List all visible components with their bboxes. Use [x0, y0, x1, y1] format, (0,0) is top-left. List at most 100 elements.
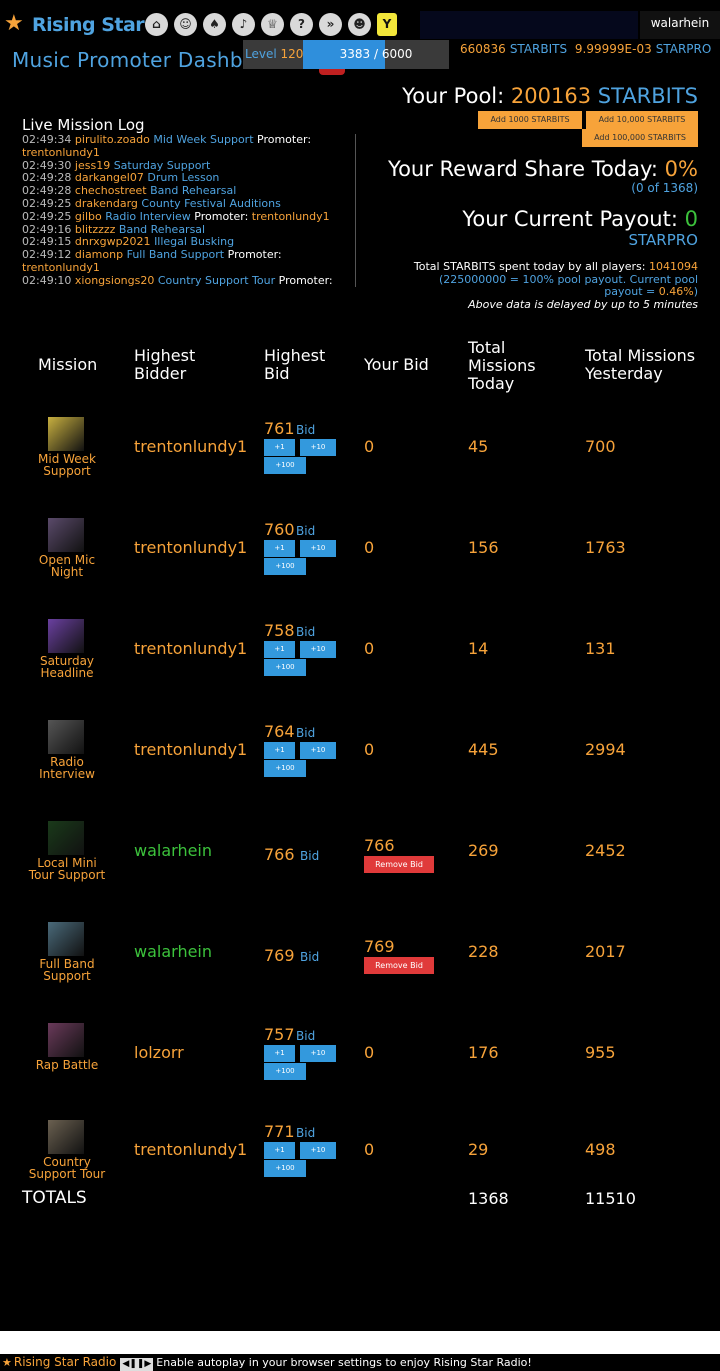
highest-bidder[interactable]: trentonlundy1 — [134, 538, 248, 557]
add-10000-starbits-button[interactable]: Add 10,000 STARBITS — [586, 111, 698, 129]
cards-icon[interactable]: ♠ — [203, 13, 226, 36]
table-row: Mid Week Support trentonlundy1 761 Bid +1 +10 +… — [0, 411, 720, 511]
starpro-label: STARPRO — [655, 42, 712, 56]
reward-share: Your Reward Share Today: 0% (0 of 1368) — [388, 157, 698, 195]
log-entry: 02:49:15 dnrxgwp2021 Illegal Busking — [22, 235, 351, 249]
bid-plus-1-button[interactable]: +1 — [264, 641, 295, 658]
bid-plus-100-button[interactable]: +100 — [264, 1160, 306, 1177]
bid-plus-10-button[interactable]: +10 — [300, 1045, 336, 1062]
remove-bid-button[interactable]: Remove Bid — [364, 856, 434, 873]
bid-plus-100-button[interactable]: +100 — [264, 1063, 306, 1080]
bid-link[interactable]: Bid — [296, 524, 316, 538]
bid-link[interactable]: Bid — [300, 950, 320, 964]
bid-plus-10-button[interactable]: +10 — [300, 1142, 336, 1159]
log-mission: Saturday Support — [113, 158, 211, 172]
radio-name[interactable]: Rising Star Radio — [13, 1355, 117, 1369]
mission-image[interactable] — [48, 821, 84, 855]
your-bid-value: 0 — [364, 437, 375, 456]
highest-bidder[interactable]: lolzorr — [134, 1043, 184, 1062]
delay-note: Above data is delayed by up to 5 minutes — [468, 297, 698, 311]
bid-plus-10-button[interactable]: +10 — [300, 540, 336, 557]
bid-plus-100-button[interactable]: +100 — [264, 457, 306, 474]
highest-bidder[interactable]: walarhein — [134, 841, 213, 860]
mission-name-line: Local Mini — [37, 856, 97, 870]
highest-bidder[interactable]: walarhein — [134, 942, 213, 961]
bid-plus-10-button[interactable]: +10 — [300, 742, 336, 759]
home-icon[interactable]: ⌂ — [145, 13, 168, 36]
table-row: Country Support Tour trentonlundy1 771 Bid +1… — [0, 1114, 720, 1214]
mission-name[interactable]: Mid Week Support — [22, 453, 112, 477]
mission-image[interactable] — [48, 1023, 84, 1057]
log-time: 02:49:30 — [22, 158, 72, 172]
total-missions-yesterday: 2452 — [585, 841, 626, 860]
bid-plus-100-button[interactable]: +100 — [264, 760, 306, 777]
log-time: 02:49:25 — [22, 209, 72, 223]
mission-image[interactable] — [48, 922, 84, 956]
mission-name-line: Support — [43, 969, 91, 983]
mission-name[interactable]: Radio Interview — [22, 756, 112, 780]
mission-name[interactable]: Saturday Headline — [22, 655, 112, 679]
starpro-amount: 9.99999E-03 — [574, 42, 652, 56]
mission-image[interactable] — [48, 720, 84, 754]
add-1000-starbits-button[interactable]: Add 1000 STARBITS — [478, 111, 582, 129]
payout-label: Your Current Payout: — [462, 207, 678, 231]
y-icon[interactable]: Y — [377, 13, 397, 36]
bid-plus-1-button[interactable]: +1 — [264, 439, 295, 456]
level-value: 120 — [280, 47, 304, 61]
mission-name[interactable]: Open Mic Night — [22, 554, 112, 578]
header-your-bid: Your Bid — [364, 355, 429, 374]
share-label: Your Reward Share Today: — [388, 157, 658, 181]
band-icon[interactable]: ♪ — [232, 13, 255, 36]
forward-icon[interactable]: » — [319, 13, 342, 36]
bid-link[interactable]: Bid — [296, 1029, 316, 1043]
mission-name[interactable]: Rap Battle — [22, 1059, 112, 1071]
bid-link[interactable]: Bid — [296, 625, 316, 639]
highest-bidder[interactable]: trentonlundy1 — [134, 1140, 248, 1159]
log-scroll-area[interactable]: 02:49:34 pirulito.zoado Mid Week Support… — [22, 134, 356, 287]
bid-link[interactable]: Bid — [296, 1126, 316, 1140]
trophy-icon[interactable]: ♕ — [261, 13, 284, 36]
remove-bid-button[interactable]: Remove Bid — [364, 957, 434, 974]
bid-plus-1-button[interactable]: +1 — [264, 540, 295, 557]
bid-plus-100-button[interactable]: +100 — [264, 659, 306, 676]
mission-image[interactable] — [48, 619, 84, 653]
bid-plus-10-button[interactable]: +10 — [300, 439, 336, 456]
bid-plus-1-button[interactable]: +1 — [264, 1142, 295, 1159]
lab-icon[interactable]: ☺ — [174, 13, 197, 36]
log-entry: 02:49:34 pirulito.zoado Mid Week Support… — [22, 134, 351, 160]
highest-bidder[interactable]: trentonlundy1 — [134, 437, 248, 456]
pool-unit: STARBITS — [597, 84, 698, 108]
add-100000-starbits-button[interactable]: Add 100,000 STARBITS — [582, 129, 698, 147]
log-entry: 02:49:25 drakendarg County Festival Audi… — [22, 196, 351, 211]
top-nav: ★ Rising Star ⌂ ☺ ♠ ♪ ♕? » ☻ Y walarhein — [0, 10, 720, 40]
star-logo-icon[interactable]: ★ — [4, 11, 24, 36]
mission-name[interactable]: Local Mini Tour Support — [22, 857, 112, 881]
logo-text[interactable]: Rising Star — [32, 14, 145, 36]
highest-bidder[interactable]: trentonlundy1 — [134, 740, 248, 759]
mission-name[interactable]: Full Band Support — [22, 958, 112, 982]
log-time: 02:49:10 — [22, 273, 72, 287]
xp-text: 3383 / 6000 — [339, 47, 413, 61]
mission-image[interactable] — [48, 417, 84, 451]
radio-controls[interactable]: ◀❚❚▶ — [120, 1358, 154, 1371]
bid-plus-1-button[interactable]: +1 — [264, 742, 295, 759]
mission-name-line: Saturday — [39, 654, 95, 668]
mission-image[interactable] — [48, 1120, 84, 1154]
discord-icon[interactable]: ☻ — [348, 13, 371, 36]
mission-name[interactable]: Country Support Tour — [22, 1156, 112, 1180]
mission-image[interactable] — [48, 518, 84, 552]
mission-name-line: Full Band — [39, 957, 95, 971]
bid-plus-100-button[interactable]: +100 — [264, 558, 306, 575]
payout-value: 0 — [684, 207, 698, 231]
bid-plus-10-button[interactable]: +10 — [300, 641, 336, 658]
bid-link[interactable]: Bid — [296, 423, 316, 437]
bid-link[interactable]: Bid — [300, 849, 320, 863]
bid-plus-1-button[interactable]: +1 — [264, 1045, 295, 1062]
highest-bidder[interactable]: trentonlundy1 — [134, 639, 248, 658]
help-icon[interactable]: ? — [290, 13, 313, 36]
total-missions-today: 45 — [468, 437, 489, 456]
bid-link[interactable]: Bid — [296, 726, 316, 740]
username[interactable]: walarhein — [640, 11, 720, 39]
log-user: drakendarg — [74, 196, 138, 210]
log-user: blitzzzz — [74, 222, 116, 236]
